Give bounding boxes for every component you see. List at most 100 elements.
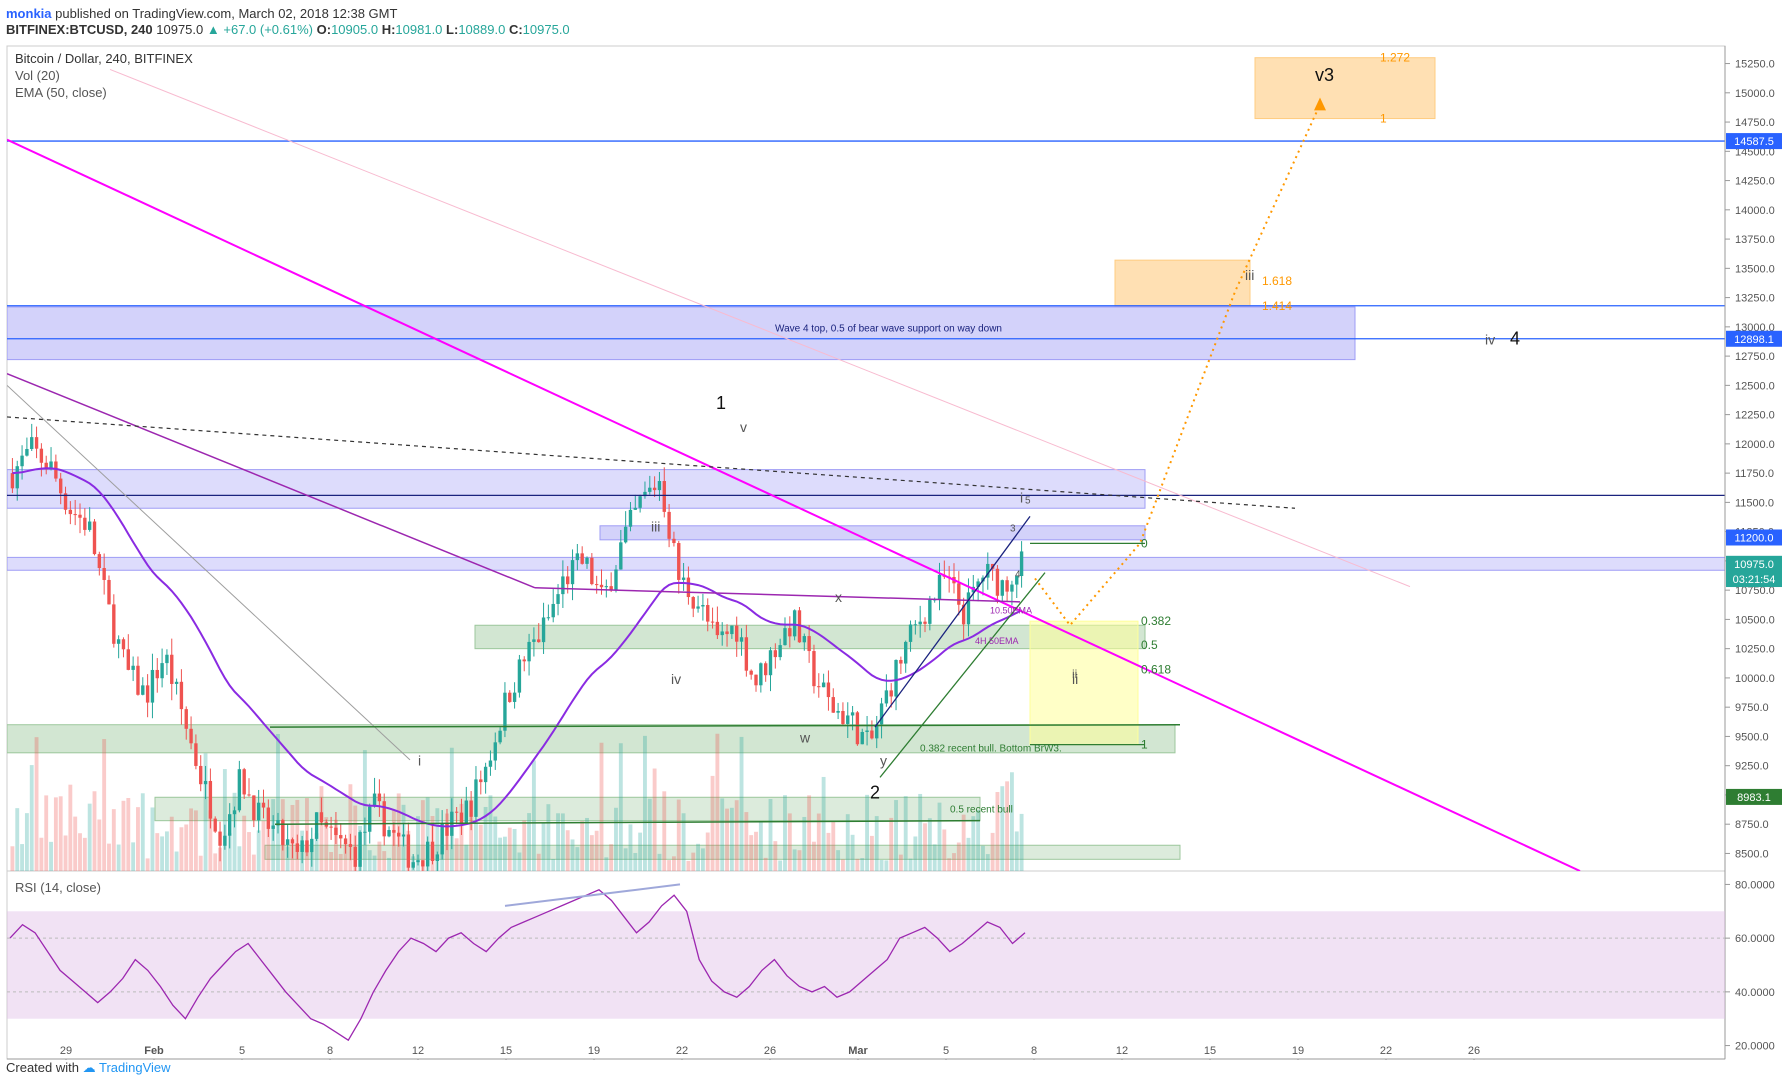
candle[interactable]: [792, 610, 797, 637]
candle[interactable]: [908, 624, 913, 642]
candle[interactable]: [107, 579, 111, 605]
candle[interactable]: [590, 557, 594, 585]
candle[interactable]: [242, 769, 246, 795]
candle[interactable]: [372, 793, 377, 807]
candle[interactable]: [1015, 576, 1019, 585]
candle[interactable]: [976, 581, 980, 587]
candle[interactable]: [411, 862, 415, 868]
candle[interactable]: [97, 554, 102, 569]
candle[interactable]: [865, 730, 869, 732]
candle[interactable]: [821, 682, 826, 688]
candle[interactable]: [686, 577, 691, 598]
green-support-line-2[interactable]: [274, 819, 981, 825]
candle[interactable]: [199, 765, 203, 785]
candle[interactable]: [527, 641, 531, 662]
candle[interactable]: [937, 574, 942, 600]
candle[interactable]: [184, 709, 188, 729]
candle[interactable]: [763, 663, 768, 676]
candle[interactable]: [406, 834, 411, 868]
candle[interactable]: [512, 692, 517, 702]
zone-band[interactable]: [7, 306, 1356, 361]
price-chart[interactable]: 0 0.382 0.5 0.618 1 1.272 1 1.618 1.414 Wave 4 to…: [0, 40, 1783, 1060]
candle[interactable]: [614, 569, 618, 591]
candle[interactable]: [918, 621, 922, 625]
candle[interactable]: [445, 823, 449, 836]
candle[interactable]: [459, 812, 464, 825]
candle[interactable]: [228, 814, 232, 836]
candle[interactable]: [334, 827, 338, 836]
candle[interactable]: [609, 586, 613, 591]
candle[interactable]: [252, 795, 256, 821]
candle[interactable]: [691, 597, 695, 609]
candle[interactable]: [454, 811, 459, 813]
candle[interactable]: [556, 594, 560, 604]
candle[interactable]: [899, 659, 903, 664]
candle[interactable]: [305, 840, 309, 853]
candle[interactable]: [34, 437, 39, 449]
candle[interactable]: [73, 514, 77, 516]
candle[interactable]: [44, 462, 48, 470]
candle[interactable]: [63, 493, 68, 510]
candle[interactable]: [961, 604, 966, 625]
candle[interactable]: [116, 639, 121, 644]
candle[interactable]: [237, 769, 242, 811]
candle[interactable]: [430, 841, 435, 861]
candle[interactable]: [469, 800, 473, 817]
candle[interactable]: [112, 604, 116, 644]
candle[interactable]: [739, 637, 744, 642]
candle[interactable]: [677, 543, 681, 580]
candle[interactable]: [498, 730, 502, 743]
candle[interactable]: [483, 766, 488, 783]
candle[interactable]: [329, 826, 333, 828]
candle[interactable]: [957, 583, 961, 605]
candle[interactable]: [165, 654, 169, 664]
candle[interactable]: [773, 650, 778, 658]
candle[interactable]: [353, 846, 357, 867]
candle[interactable]: [855, 712, 860, 745]
candle[interactable]: [78, 514, 82, 518]
candle[interactable]: [271, 825, 275, 829]
candle[interactable]: [517, 659, 522, 693]
candle[interactable]: [49, 461, 53, 470]
light-pink-trendline[interactable]: [109, 68, 1411, 588]
candle[interactable]: [1005, 580, 1009, 592]
candle[interactable]: [923, 621, 927, 624]
candle[interactable]: [648, 487, 652, 492]
candle[interactable]: [710, 621, 715, 623]
candle[interactable]: [377, 793, 382, 802]
tradingview-logo-icon[interactable]: ☁: [82, 1060, 96, 1075]
candle[interactable]: [276, 820, 280, 826]
candle[interactable]: [561, 576, 565, 595]
candle[interactable]: [319, 812, 324, 823]
candle[interactable]: [141, 685, 145, 695]
candle[interactable]: [604, 586, 609, 588]
candle[interactable]: [223, 835, 227, 846]
candle[interactable]: [812, 651, 816, 687]
zone-band[interactable]: [599, 525, 1146, 541]
candle[interactable]: [300, 840, 304, 852]
green-channel-line[interactable]: [879, 572, 1046, 778]
candle[interactable]: [382, 801, 386, 837]
candle[interactable]: [575, 553, 580, 561]
candle[interactable]: [218, 831, 222, 846]
candle[interactable]: [174, 681, 179, 684]
candle[interactable]: [841, 710, 845, 724]
candle[interactable]: [594, 584, 599, 586]
candle[interactable]: [657, 481, 662, 491]
candle[interactable]: [368, 806, 372, 832]
candle[interactable]: [566, 576, 570, 585]
candle[interactable]: [310, 838, 314, 853]
candle[interactable]: [754, 674, 758, 686]
candle[interactable]: [879, 703, 884, 725]
candle[interactable]: [508, 692, 512, 702]
candle[interactable]: [788, 628, 792, 637]
candle[interactable]: [831, 697, 835, 713]
purple-trendline[interactable]: [7, 372, 536, 589]
candle[interactable]: [435, 854, 440, 861]
candle[interactable]: [850, 712, 855, 716]
candle[interactable]: [363, 831, 367, 833]
ema-50-line[interactable]: [12, 467, 1023, 828]
candle[interactable]: [59, 478, 63, 494]
candle[interactable]: [681, 577, 686, 580]
candle[interactable]: [189, 728, 193, 744]
